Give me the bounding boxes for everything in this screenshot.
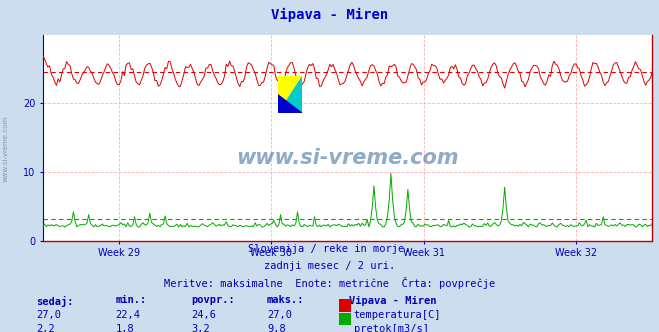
Text: Vipava - Miren: Vipava - Miren [271, 8, 388, 23]
Text: sedaj:: sedaj: [36, 295, 74, 306]
Text: maks.:: maks.: [267, 295, 304, 305]
Text: 9,8: 9,8 [267, 324, 285, 332]
Text: min.:: min.: [115, 295, 146, 305]
Text: zadnji mesec / 2 uri.: zadnji mesec / 2 uri. [264, 261, 395, 271]
Polygon shape [277, 76, 302, 113]
Text: 24,6: 24,6 [191, 310, 216, 320]
Text: 1,8: 1,8 [115, 324, 134, 332]
Text: Vipava - Miren: Vipava - Miren [349, 295, 437, 305]
Text: 27,0: 27,0 [36, 310, 61, 320]
Text: Slovenija / reke in morje.: Slovenija / reke in morje. [248, 244, 411, 254]
Text: 22,4: 22,4 [115, 310, 140, 320]
Text: www.si-vreme.com: www.si-vreme.com [237, 148, 459, 168]
Text: 3,2: 3,2 [191, 324, 210, 332]
Text: povpr.:: povpr.: [191, 295, 235, 305]
Text: pretok[m3/s]: pretok[m3/s] [354, 324, 429, 332]
Polygon shape [277, 95, 302, 113]
Text: 27,0: 27,0 [267, 310, 292, 320]
Text: 2,2: 2,2 [36, 324, 55, 332]
Text: temperatura[C]: temperatura[C] [354, 310, 442, 320]
Text: Meritve: maksimalne  Enote: metrične  Črta: povprečje: Meritve: maksimalne Enote: metrične Črta… [164, 277, 495, 289]
Text: www.si-vreme.com: www.si-vreme.com [2, 116, 9, 183]
